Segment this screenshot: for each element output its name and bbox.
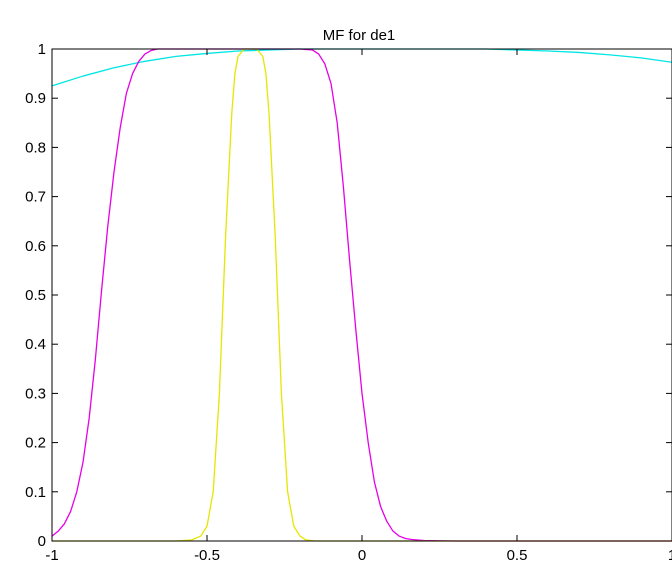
x-tick-label: 0 xyxy=(358,547,366,564)
y-tick-label: 0.5 xyxy=(25,287,46,304)
series-line-2 xyxy=(51,48,672,542)
x-axis: -1 -0.5 0 0.5 1 xyxy=(45,49,672,564)
y-axis: 0 0.1 0.2 0.3 0.4 0.5 0.6 0.7 0.8 0.9 1 xyxy=(25,41,672,550)
plot-frame xyxy=(51,48,672,542)
y-tick-label: 0.8 xyxy=(25,139,46,156)
y-tick-label: 0.6 xyxy=(25,238,46,255)
y-tick-label: 0.4 xyxy=(25,336,46,353)
y-tick-label: 0 xyxy=(38,533,46,550)
y-tick-label: 1 xyxy=(38,41,46,58)
series-line-3 xyxy=(52,48,672,542)
x-tick-label: -1 xyxy=(45,547,58,564)
y-tick-label: 0.3 xyxy=(25,385,46,402)
chart-title: MF for de1 xyxy=(323,27,396,44)
x-tick-label: 1 xyxy=(668,547,672,564)
x-tick-label: 0.5 xyxy=(507,547,528,564)
y-tick-label: 0.1 xyxy=(25,484,46,501)
series-layer xyxy=(51,48,672,542)
y-tick-label: 0.9 xyxy=(25,90,46,107)
x-tick-label: -0.5 xyxy=(194,547,220,564)
y-tick-label: 0.2 xyxy=(25,435,46,452)
y-tick-label: 0.7 xyxy=(25,189,46,206)
